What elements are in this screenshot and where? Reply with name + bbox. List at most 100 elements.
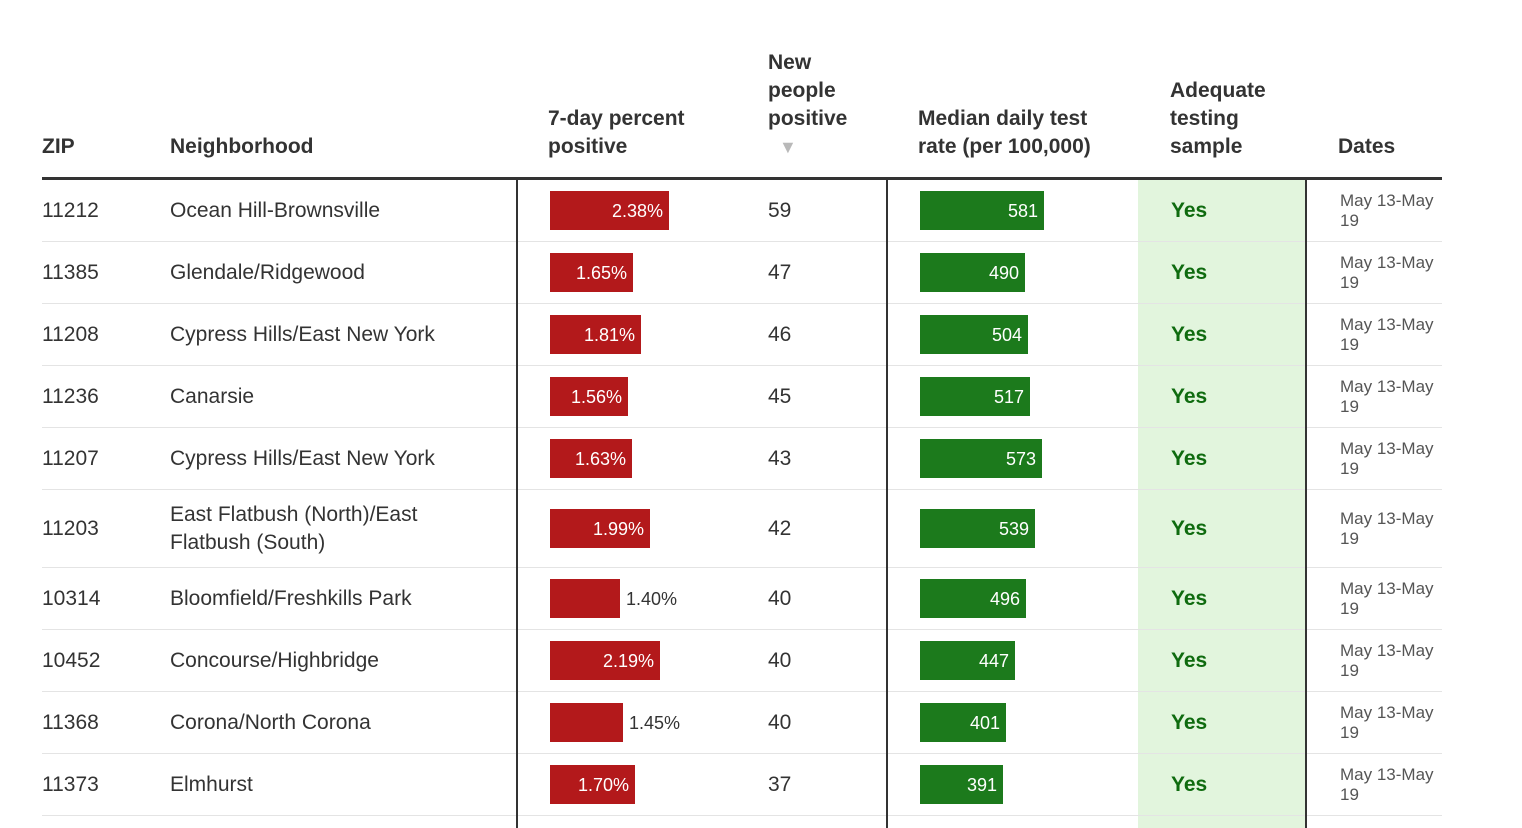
pct-positive-cell: 1.65%: [550, 242, 750, 303]
table-row: 10314 Bloomfield/Freshkills Park 1.40% 40 49…: [42, 568, 1442, 630]
adequate-sample-cell: Yes: [1171, 198, 1208, 222]
pct-positive-label: 1.65%: [575, 262, 627, 283]
zip-cell: 11212: [42, 198, 99, 222]
test-rate-bar: 504: [920, 315, 1028, 354]
header-divider: [42, 177, 1442, 180]
table-row: 11203 East Flatbush (North)/East Flatbush…: [42, 490, 1442, 568]
pct-positive-bar: [550, 579, 620, 618]
test-rate-cell: 539: [920, 490, 1120, 567]
test-rate-label: 504: [991, 324, 1022, 345]
neighborhood-cell: Glendale/Ridgewood: [170, 260, 365, 284]
pct-positive-cell: 1.70%: [550, 754, 750, 815]
dates-cell: May 13-May 19: [1340, 190, 1434, 230]
neighborhood-cell: Concourse/Highbridge: [170, 648, 379, 672]
adequate-sample-cell: Yes: [1171, 260, 1208, 284]
header-neighborhood[interactable]: Neighborhood: [170, 135, 314, 158]
neighborhood-cell: Corona/North Corona: [170, 710, 371, 734]
new-positive-cell: 45: [768, 384, 792, 408]
new-positive-cell: 40: [768, 586, 792, 610]
test-rate-label: 517: [993, 386, 1024, 407]
test-rate-cell: 490: [920, 242, 1120, 303]
adequate-sample-cell: Yes: [1171, 446, 1208, 470]
dates-cell: May 13-May 19: [1340, 702, 1434, 742]
pct-positive-cell: 1.45%: [550, 692, 750, 753]
pct-positive-label: 2.38%: [611, 200, 663, 221]
test-rate-label: 490: [988, 262, 1019, 283]
adequate-sample-cell: Yes: [1171, 516, 1208, 540]
table-row: 11236 Canarsie 1.56% 45 517 Yes May 13-May 19: [42, 366, 1442, 428]
adequate-sample-cell: Yes: [1171, 586, 1208, 610]
dates-cell: May 13-May 19: [1340, 252, 1434, 292]
pct-positive-bar: 1.70%: [550, 765, 635, 804]
pct-positive-bar: 1.63%: [550, 439, 632, 478]
new-positive-cell: 59: [768, 198, 792, 222]
adequate-sample-cell: Yes: [1171, 322, 1208, 346]
sort-desc-icon[interactable]: ▼: [779, 137, 797, 157]
pct-positive-cell: 1.56%: [550, 366, 750, 427]
test-rate-bar: 539: [920, 509, 1035, 548]
header-dates[interactable]: Dates: [1338, 135, 1396, 158]
test-rate-cell: 517: [920, 366, 1120, 427]
new-positive-cell: 47: [768, 260, 792, 284]
test-rate-label: 401: [969, 712, 1000, 733]
header-new-positive[interactable]: New people positive: [768, 51, 848, 130]
neighborhood-cell: East Flatbush (North)/East Flatbush (Sou…: [170, 502, 418, 554]
column-divider: [1305, 180, 1307, 828]
test-rate-bar: 447: [920, 641, 1015, 680]
test-rate-cell: 573: [920, 428, 1120, 489]
table-row: 11373 Elmhurst 1.70% 37 391 Yes May 13-May 19: [42, 754, 1442, 816]
pct-positive-bar: 1.65%: [550, 253, 633, 292]
pct-positive-bar: 2.19%: [550, 641, 660, 680]
neighborhood-cell: Elmhurst: [170, 772, 253, 796]
adequate-sample-cell: Yes: [1171, 648, 1208, 672]
test-rate-cell: 581: [920, 180, 1120, 241]
table-row: 11212 Ocean Hill-Brownsville 2.38% 59 581 Yes…: [42, 180, 1442, 242]
pct-positive-bar: 1.99%: [550, 509, 650, 548]
zip-cell: 11208: [42, 322, 99, 346]
new-positive-cell: 42: [768, 516, 792, 540]
column-divider: [886, 180, 888, 828]
header-adequate-sample[interactable]: Adequate testing sample: [1170, 79, 1266, 158]
header-zip[interactable]: ZIP: [42, 135, 75, 158]
new-positive-cell: 40: [768, 710, 792, 734]
new-positive-cell: 40: [768, 648, 792, 672]
pct-positive-cell: 1.40%: [550, 568, 750, 629]
pct-positive-bar: [550, 703, 623, 742]
dates-cell: May 13-May 19: [1340, 764, 1434, 804]
header-pct-positive[interactable]: 7-day percent positive: [548, 107, 685, 158]
pct-positive-cell: 1.63%: [550, 428, 750, 489]
pct-positive-cell: 2.38%: [550, 180, 750, 241]
neighborhood-cell: Cypress Hills/East New York: [170, 322, 435, 346]
pct-positive-bar: 2.38%: [550, 191, 669, 230]
zip-cell: 11373: [42, 772, 99, 796]
test-rate-label: 581: [1007, 200, 1038, 221]
new-positive-cell: 43: [768, 446, 792, 470]
pct-positive-bar: 1.81%: [550, 315, 641, 354]
neighborhood-cell: Canarsie: [170, 384, 255, 408]
table-row: 11208 Cypress Hills/East New York 1.81% 46 5…: [42, 304, 1442, 366]
dates-cell: May 13-May 19: [1340, 640, 1434, 680]
test-rate-cell: 391: [920, 754, 1120, 815]
test-rate-label: 539: [998, 518, 1029, 539]
test-rate-bar: 401: [920, 703, 1006, 742]
dates-cell: May 13-May 19: [1340, 578, 1434, 618]
test-rate-label: 496: [989, 588, 1020, 609]
header-test-rate[interactable]: Median daily test rate (per 100,000): [918, 107, 1091, 158]
test-rate-bar: 517: [920, 377, 1030, 416]
table-row: 11207 Cypress Hills/East New York 1.63% 43 5…: [42, 428, 1442, 490]
zip-cell: 11236: [42, 384, 99, 408]
neighborhood-cell: Ocean Hill-Brownsville: [170, 198, 381, 222]
column-divider: [516, 180, 518, 828]
zip-cell: 11368: [42, 710, 99, 734]
test-rate-bar: 391: [920, 765, 1003, 804]
test-rate-bar: 573: [920, 439, 1042, 478]
test-rate-bar: 490: [920, 253, 1025, 292]
table-row: 10452 Concourse/Highbridge 2.19% 40 447 Yes Ma…: [42, 630, 1442, 692]
test-rate-bar: 581: [920, 191, 1044, 230]
pct-positive-cell: 2.19%: [550, 630, 750, 691]
pct-positive-label: 1.45%: [629, 712, 681, 733]
pct-positive-label: 1.81%: [583, 324, 635, 345]
zip-cell: 11385: [42, 260, 99, 284]
test-rate-cell: 447: [920, 630, 1120, 691]
table-row: 11368 Corona/North Corona 1.45% 40 401 Yes May…: [42, 692, 1442, 754]
